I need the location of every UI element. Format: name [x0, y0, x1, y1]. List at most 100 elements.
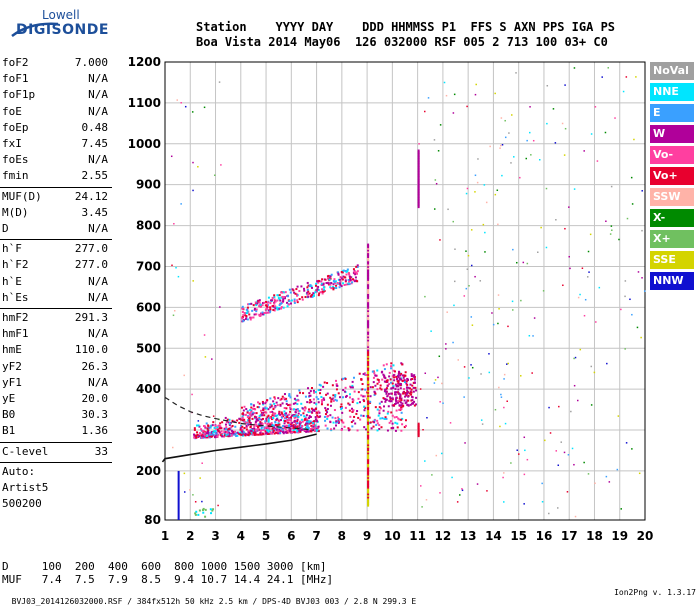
- echo-point: [322, 286, 325, 289]
- echo-point: [422, 428, 424, 431]
- echo-point: [298, 391, 301, 394]
- echo-point: [248, 412, 251, 415]
- echo-point: [531, 372, 533, 374]
- echo-point: [275, 401, 278, 404]
- echo-point: [207, 433, 210, 436]
- echo-point: [367, 469, 370, 473]
- echo-point: [480, 373, 482, 375]
- echo-point: [322, 385, 325, 388]
- echo-point: [212, 508, 215, 511]
- echo-point: [273, 296, 276, 299]
- echo-point: [340, 270, 343, 273]
- echo-point: [396, 422, 399, 425]
- echo-point: [293, 414, 296, 417]
- echo-point: [288, 422, 291, 425]
- echo-point: [385, 381, 388, 384]
- echo-point: [367, 434, 370, 438]
- echo-point: [196, 435, 199, 438]
- echo-point: [271, 296, 274, 299]
- echo-point: [367, 258, 370, 262]
- echo-point: [338, 278, 341, 281]
- echo-point: [367, 305, 370, 309]
- echo-point: [329, 421, 332, 424]
- echo-point: [239, 428, 242, 431]
- echo-point: [413, 374, 416, 377]
- echo-point: [516, 449, 518, 451]
- echo-point: [518, 453, 520, 455]
- echo-point: [387, 392, 390, 395]
- echo-point: [424, 460, 426, 462]
- echo-point: [247, 423, 250, 426]
- echo-point: [466, 105, 468, 108]
- echo-point: [332, 287, 335, 290]
- x-tick-label: 11: [409, 529, 426, 543]
- echo-point: [306, 288, 309, 291]
- echo-point: [306, 281, 309, 284]
- echo-point: [197, 420, 200, 422]
- echo-point: [532, 139, 535, 142]
- echo-point: [253, 417, 256, 420]
- echo-point: [324, 278, 327, 281]
- echo-point: [301, 420, 304, 423]
- echo-point: [220, 434, 223, 437]
- echo-point: [367, 461, 370, 465]
- echo-point: [288, 417, 291, 420]
- echo-point: [404, 371, 407, 374]
- echo-point: [337, 416, 340, 419]
- echo-point: [375, 423, 378, 426]
- echo-point: [417, 162, 420, 166]
- echo-point: [383, 417, 386, 420]
- echo-point: [362, 373, 365, 376]
- echo-point: [292, 429, 295, 432]
- echo-point: [500, 393, 502, 396]
- echo-point: [333, 278, 336, 281]
- echo-point: [207, 430, 210, 433]
- echo-point: [198, 435, 201, 438]
- echo-point: [367, 364, 370, 368]
- echo-point: [289, 302, 292, 305]
- echo-point: [251, 309, 254, 312]
- echo-point: [226, 431, 229, 434]
- echo-point: [351, 384, 354, 387]
- echo-point: [502, 476, 504, 479]
- echo-point: [294, 415, 297, 418]
- echo-point: [354, 422, 357, 425]
- echo-point: [266, 432, 269, 435]
- param-row: M(D) 3.45: [0, 206, 108, 222]
- echo-point: [247, 429, 250, 432]
- echo-point: [292, 424, 295, 427]
- echo-point: [397, 381, 400, 384]
- param-label: B1: [2, 424, 16, 438]
- echo-point: [273, 397, 276, 400]
- echo-point: [586, 276, 589, 278]
- echo-point: [485, 201, 488, 204]
- echo-point: [390, 392, 393, 395]
- echo-point: [284, 420, 287, 423]
- echo-point: [574, 356, 577, 359]
- param-value: N/A: [88, 153, 108, 167]
- echo-point: [424, 110, 426, 113]
- echo-point: [259, 431, 262, 434]
- echo-point: [406, 378, 409, 381]
- echo-point: [367, 408, 370, 412]
- echo-point: [319, 392, 322, 395]
- echo-point: [208, 431, 211, 434]
- echo-point: [271, 424, 274, 427]
- echo-point: [321, 292, 324, 295]
- echo-point: [384, 400, 387, 403]
- echo-point: [196, 424, 199, 427]
- echo-point: [318, 383, 321, 386]
- param-value: N/A: [88, 104, 108, 118]
- echo-point: [367, 451, 370, 455]
- echo-point: [281, 427, 284, 430]
- echo-point: [365, 415, 368, 418]
- echo-point: [367, 441, 370, 445]
- echo-point: [246, 306, 249, 309]
- echo-point: [314, 424, 317, 427]
- echo-point: [223, 430, 226, 433]
- echo-point: [390, 365, 393, 368]
- echo-point: [256, 406, 259, 409]
- echo-point: [286, 429, 289, 432]
- echo-point: [367, 405, 370, 409]
- echo-point: [367, 246, 370, 250]
